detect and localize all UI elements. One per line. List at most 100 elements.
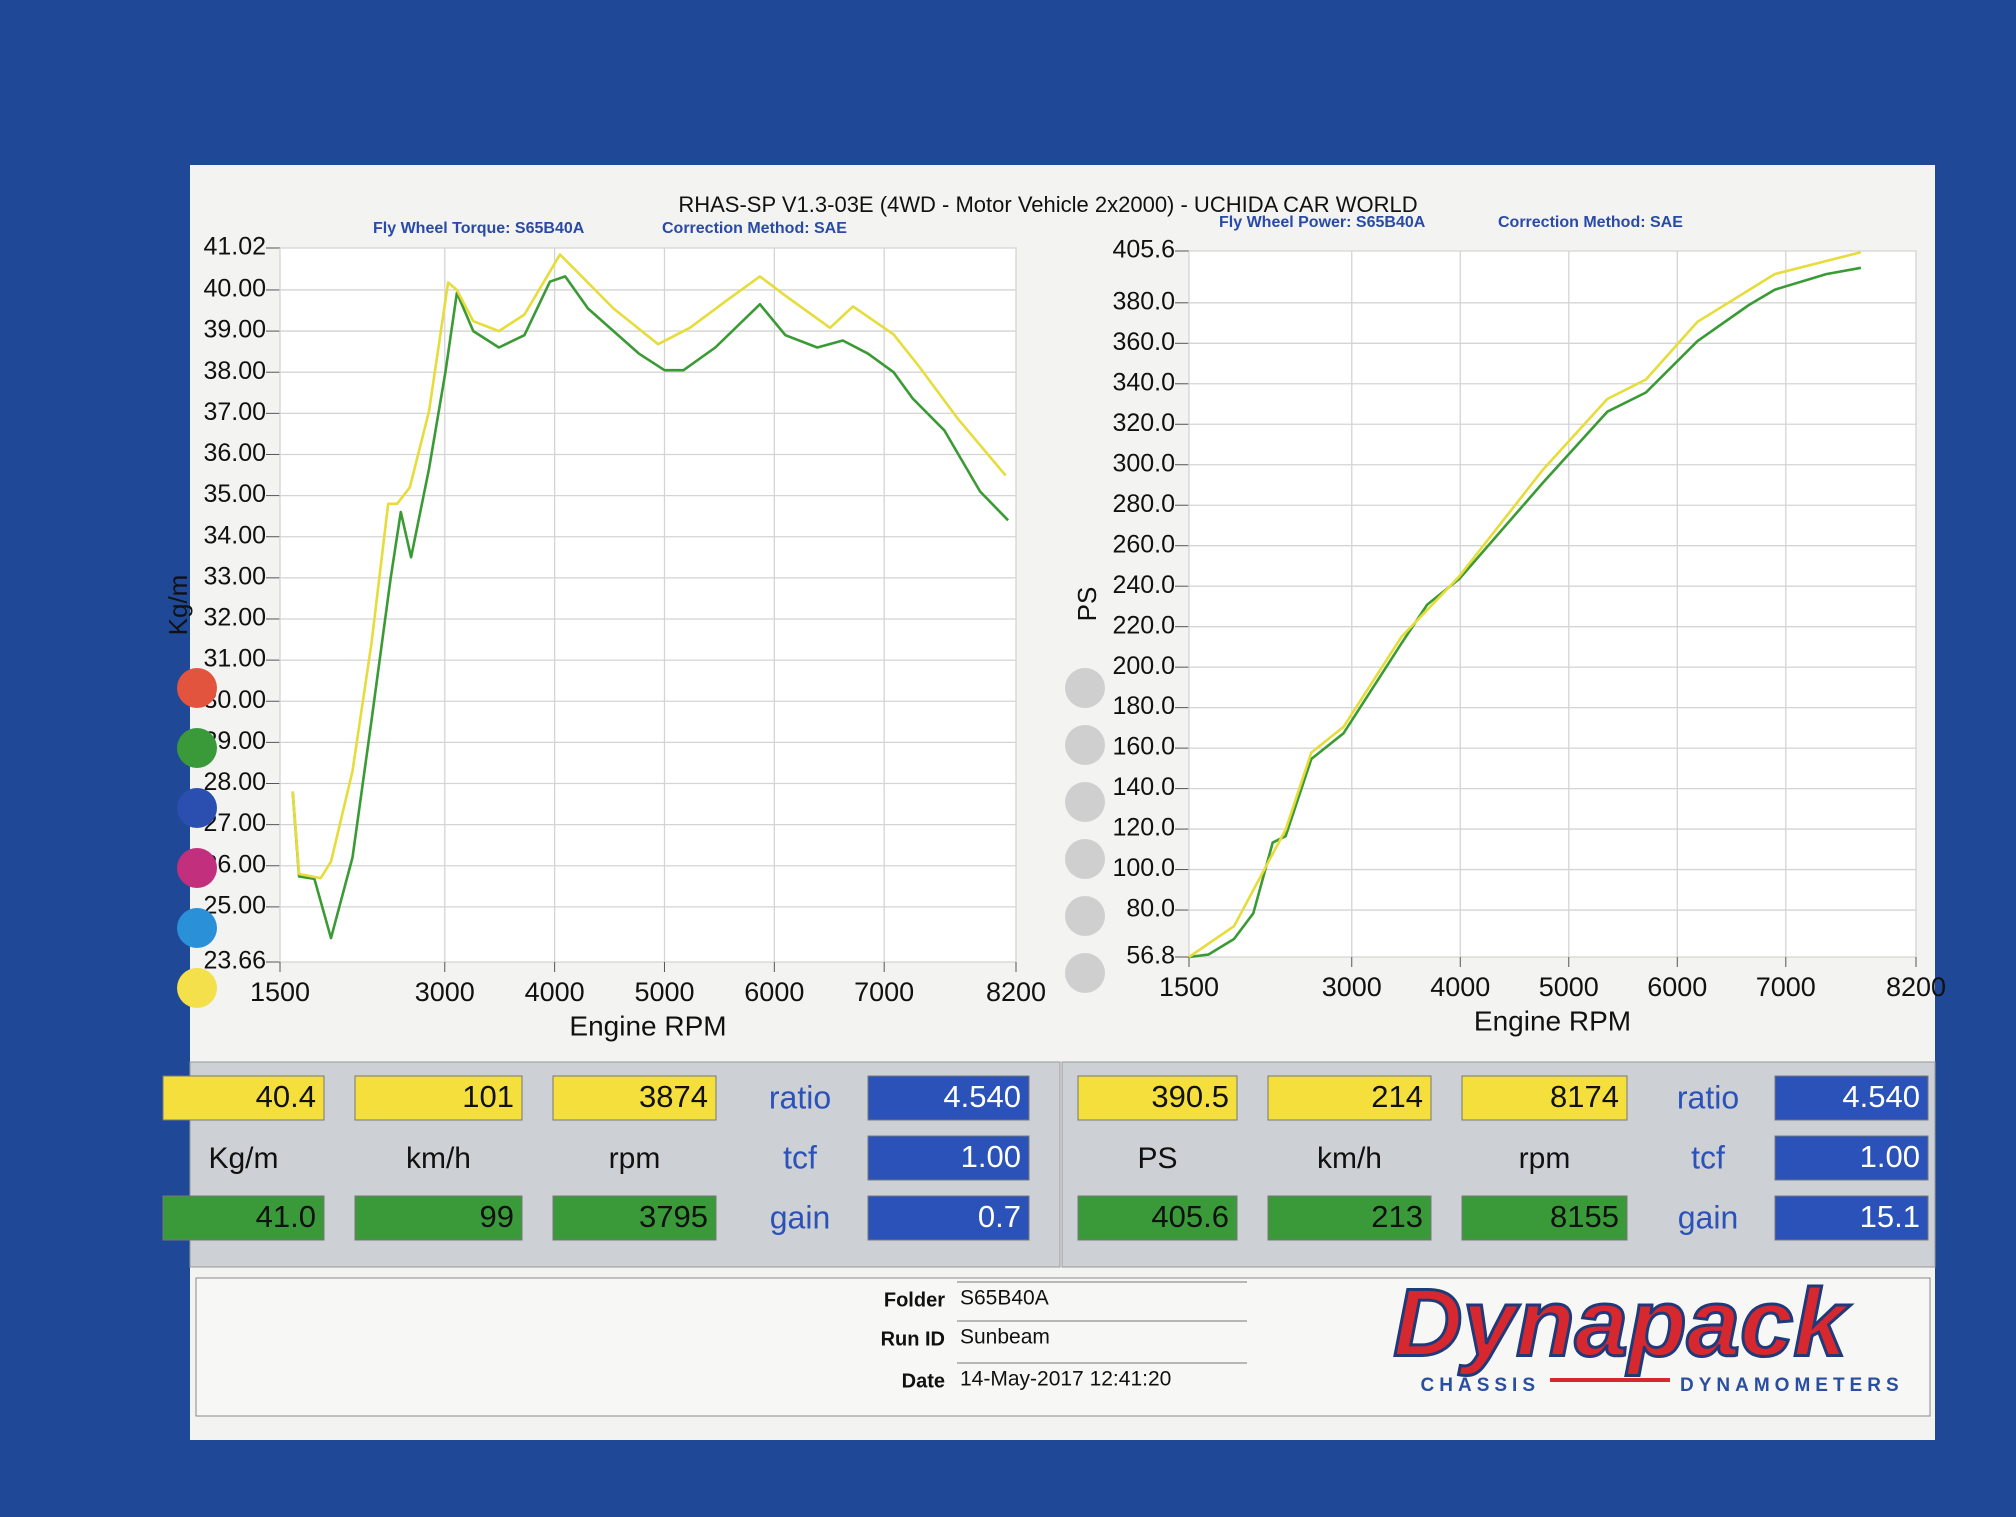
series-line: [1188, 266, 1862, 959]
readout-value: 8155: [1550, 1199, 1619, 1234]
x-tick-label: 5000: [1539, 972, 1599, 1002]
y-tick-label: 39.00: [203, 316, 266, 344]
color-dot: [1065, 725, 1105, 765]
readout-value: 8174: [1550, 1079, 1619, 1114]
readout-cell: [1461, 1195, 1628, 1241]
y-tick-label: 180.0: [1112, 692, 1175, 720]
readout-cell: [354, 1075, 523, 1121]
color-dot: [177, 908, 217, 948]
readout-value: 1.00: [1860, 1139, 1920, 1174]
x-tick-label: 1500: [250, 977, 310, 1007]
x-tick-label: 3000: [415, 977, 475, 1007]
y-tick-label: 405.6: [1112, 236, 1175, 264]
logo-sub: CHASSIS: [1421, 1375, 1540, 1396]
readout-value: 1.00: [961, 1139, 1021, 1174]
readout-value: 101: [462, 1079, 514, 1114]
series-line: [1188, 250, 1862, 959]
readout-label: tcf: [1691, 1139, 1725, 1175]
readout-cell: [1774, 1195, 1929, 1241]
x-tick-label: 8200: [1886, 972, 1946, 1002]
y-tick-label: 380.0: [1112, 287, 1175, 315]
y-tick-label: 25.00: [203, 891, 266, 919]
x-axis-label: Engine RPM: [569, 1010, 726, 1041]
plot-area: [279, 247, 1017, 963]
chart-subtitle: Fly Wheel Torque: S65B40A: [373, 220, 585, 237]
color-dot: [1065, 953, 1105, 993]
chart-annotation: Correction Method: SAE: [662, 220, 847, 237]
readout-cell: [1267, 1075, 1432, 1121]
x-tick-label: 7000: [854, 977, 914, 1007]
readout-value: 405.6: [1151, 1199, 1229, 1234]
readout-value: 390.5: [1151, 1079, 1229, 1114]
y-tick-label: 160.0: [1112, 733, 1175, 761]
sheet-title: RHAS-SP V1.3-03E (4WD - Motor Vehicle 2x…: [678, 192, 1417, 217]
readout-cell: [354, 1195, 523, 1241]
readout-value: 3795: [639, 1199, 708, 1234]
chart-subtitle: Fly Wheel Power: S65B40A: [1219, 214, 1426, 231]
footer-label: Run ID: [881, 1328, 945, 1350]
y-tick-label: 80.0: [1126, 895, 1175, 923]
footer-value: S65B40A: [960, 1287, 1049, 1310]
x-tick-label: 6000: [744, 977, 804, 1007]
readout-cell: [1774, 1075, 1929, 1121]
y-tick-label: 320.0: [1112, 409, 1175, 437]
readout-value: 213: [1371, 1199, 1423, 1234]
y-tick-label: 40.00: [203, 275, 266, 303]
color-dot: [1065, 782, 1105, 822]
y-tick-label: 200.0: [1112, 652, 1175, 680]
readout-cell: [162, 1075, 325, 1121]
y-tick-label: 37.00: [203, 398, 266, 426]
color-dot: [1065, 839, 1105, 879]
readout-cell: [1267, 1195, 1432, 1241]
plot-area: [1188, 250, 1917, 958]
y-tick-label: 140.0: [1112, 773, 1175, 801]
readout-label: ratio: [769, 1079, 831, 1115]
color-dot: [177, 728, 217, 768]
readout-cell: [552, 1075, 717, 1121]
readout-unit: km/h: [1317, 1142, 1382, 1175]
y-tick-label: 36.00: [203, 439, 266, 467]
y-tick-label: 28.00: [203, 768, 266, 796]
y-tick-label: 31.00: [203, 645, 266, 673]
footer-value: Sunbeam: [960, 1326, 1050, 1349]
footer-value: 14-May-2017 12:41:20: [960, 1368, 1171, 1391]
readout-cell: [1077, 1195, 1238, 1241]
x-tick-label: 5000: [634, 977, 694, 1007]
readout-value: 3874: [639, 1079, 708, 1114]
y-tick-label: 340.0: [1112, 368, 1175, 396]
y-tick-label: 34.00: [203, 521, 266, 549]
readout-value: 0.7: [978, 1199, 1021, 1234]
readout-value: 4.540: [1842, 1079, 1920, 1114]
y-axis-label: PS: [1072, 587, 1102, 622]
readout-value: 214: [1371, 1079, 1423, 1114]
footer-label: Folder: [884, 1289, 945, 1311]
color-dot: [1065, 668, 1105, 708]
y-tick-label: 32.00: [203, 604, 266, 632]
y-tick-label: 33.00: [203, 562, 266, 590]
y-tick-label: 280.0: [1112, 490, 1175, 518]
y-tick-label: 240.0: [1112, 571, 1175, 599]
logo-sub: DYNAMOMETERS: [1680, 1375, 1904, 1396]
readout-label: gain: [1678, 1199, 1739, 1235]
readout-cell: [162, 1195, 325, 1241]
series-line: [291, 253, 1007, 880]
color-dot: [177, 788, 217, 828]
readout-label: ratio: [1677, 1079, 1739, 1115]
readout-unit: km/h: [406, 1142, 471, 1175]
x-axis-label: Engine RPM: [1474, 1005, 1631, 1036]
readout-cell: [867, 1075, 1030, 1121]
readout-label: tcf: [783, 1139, 817, 1175]
readout-value: 40.4: [256, 1079, 316, 1114]
x-tick-label: 1500: [1159, 972, 1219, 1002]
y-tick-label: 260.0: [1112, 530, 1175, 558]
footer-label: Date: [902, 1370, 945, 1392]
readout-value: 41.0: [256, 1199, 316, 1234]
x-tick-label: 6000: [1647, 972, 1707, 1002]
readout-unit: Kg/m: [208, 1142, 278, 1175]
readout-unit: rpm: [1519, 1142, 1571, 1175]
y-tick-label: 100.0: [1112, 854, 1175, 882]
x-tick-label: 4000: [1430, 972, 1490, 1002]
color-dot: [177, 848, 217, 888]
color-dot: [177, 668, 217, 708]
